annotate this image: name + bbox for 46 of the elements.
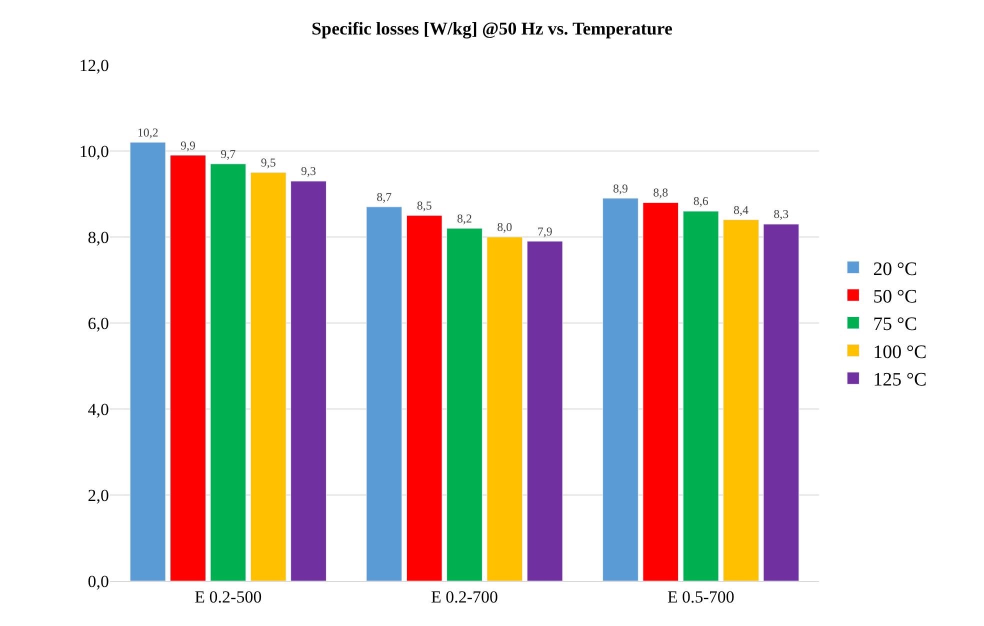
bar [406, 215, 442, 581]
data-label: 9,7 [220, 146, 236, 161]
bar [642, 202, 679, 581]
bar [130, 142, 166, 581]
bar [250, 172, 286, 581]
x-tick-label: E 0.2-700 [430, 587, 498, 606]
bar [723, 220, 759, 581]
legend-label: 100 °C [873, 342, 927, 363]
data-label: 8,5 [416, 198, 432, 212]
data-label: 8,7 [376, 190, 392, 204]
chart-title: Specific losses [W/kg] @50 Hz vs. Temperature [312, 18, 672, 39]
y-tick-label: 6,0 [88, 314, 109, 333]
bar [602, 198, 638, 581]
bar [290, 180, 326, 581]
bar [446, 228, 482, 581]
legend-label: 75 °C [873, 314, 918, 336]
legend-label: 20 °C [873, 258, 918, 280]
y-tick-label: 2,0 [88, 486, 109, 505]
data-label: 8,9 [612, 181, 628, 196]
data-label: 9,5 [260, 156, 276, 170]
data-label: 8,4 [734, 202, 749, 217]
x-tick-label: E 0.5-700 [667, 587, 734, 606]
bar [210, 164, 246, 581]
data-label: 7,9 [537, 224, 552, 238]
data-label: 8,2 [457, 211, 472, 226]
bar [170, 155, 206, 581]
y-tick-label: 4,0 [88, 400, 109, 419]
data-label: 9,9 [180, 138, 196, 152]
data-label: 8,8 [653, 186, 668, 200]
data-label: 8,6 [693, 194, 708, 208]
bar [682, 210, 719, 581]
x-tick-label: E 0.2-500 [194, 587, 262, 606]
y-tick-label: 0,0 [88, 572, 109, 591]
bar [366, 206, 402, 581]
legend-label: 125 °C [873, 370, 927, 391]
legend-label: 50 °C [873, 286, 918, 308]
y-tick-label: 12,0 [79, 56, 109, 75]
data-label: 8,3 [774, 207, 789, 222]
y-tick-label: 8,0 [88, 228, 109, 247]
data-label: 8,0 [497, 220, 512, 234]
bar [486, 236, 523, 581]
bar [526, 241, 563, 581]
bar [763, 224, 800, 581]
data-label: 9,3 [301, 164, 316, 178]
y-tick-label: 10,0 [79, 142, 109, 161]
data-label: 10,2 [137, 125, 158, 140]
